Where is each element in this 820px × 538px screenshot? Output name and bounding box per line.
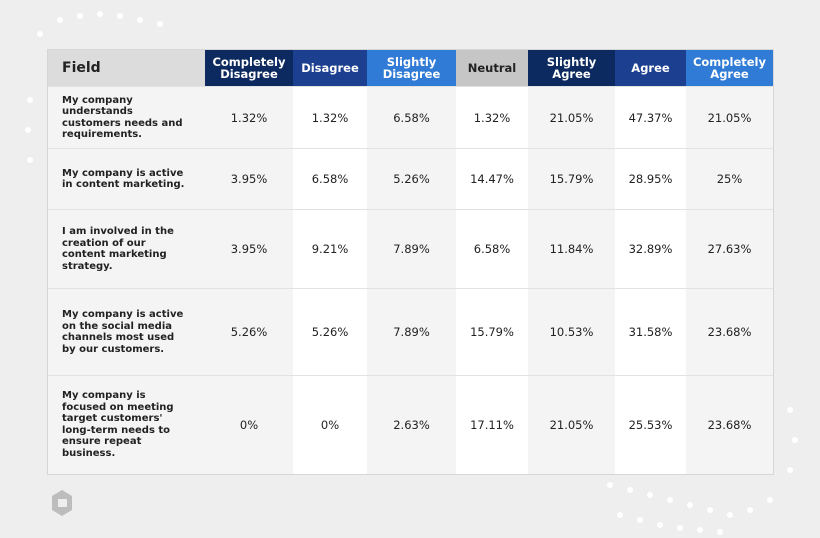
value-cell: 7.89% <box>367 209 456 289</box>
table-row: My company is active in content marketin… <box>48 148 773 210</box>
value-cell: 11.84% <box>528 209 615 289</box>
value-cell: 0% <box>205 375 293 474</box>
value-cell: 21.05% <box>528 86 615 149</box>
value-cell: 1.32% <box>456 86 528 149</box>
column-header: Agree <box>615 50 686 87</box>
value-cell: 21.05% <box>686 86 773 149</box>
field-cell: My company is active in content marketin… <box>48 148 205 210</box>
value-cell: 25% <box>686 148 773 210</box>
value-cell: 3.95% <box>205 148 293 210</box>
value-cell: 14.47% <box>456 148 528 210</box>
table-row: I am involved in the creation of our con… <box>48 209 773 289</box>
value-cell: 27.63% <box>686 209 773 289</box>
value-cell: 47.37% <box>615 86 686 149</box>
value-cell: 21.05% <box>528 375 615 474</box>
value-cell: 9.21% <box>293 209 367 289</box>
value-cell: 7.89% <box>367 288 456 376</box>
value-cell: 2.63% <box>367 375 456 474</box>
value-cell: 1.32% <box>293 86 367 149</box>
value-cell: 10.53% <box>528 288 615 376</box>
value-cell: 15.79% <box>456 288 528 376</box>
table-body: My company understands customers needs a… <box>48 86 773 474</box>
column-header: Disagree <box>293 50 367 87</box>
value-cell: 32.89% <box>615 209 686 289</box>
value-cell: 23.68% <box>686 375 773 474</box>
table-container: Field Completely Disagree Disagree Slightly… <box>47 49 774 475</box>
table-row: My company understands customers needs a… <box>48 86 773 149</box>
value-cell: 3.95% <box>205 209 293 289</box>
column-header: Field <box>48 50 205 87</box>
value-cell: 0% <box>293 375 367 474</box>
value-cell: 5.26% <box>367 148 456 210</box>
value-cell: 6.58% <box>367 86 456 149</box>
field-cell: My company is focused on meeting target … <box>48 375 205 474</box>
column-header: Completely Disagree <box>205 50 293 87</box>
dot-pattern <box>25 11 798 535</box>
value-cell: 1.32% <box>205 86 293 149</box>
field-cell: I am involved in the creation of our con… <box>48 209 205 289</box>
column-header: Slightly Disagree <box>367 50 456 87</box>
table-row: My company is active on the social media… <box>48 288 773 376</box>
value-cell: 23.68% <box>686 288 773 376</box>
header-row: Field Completely Disagree Disagree Slightly… <box>48 50 773 87</box>
table-row: My company is focused on meeting target … <box>48 375 773 474</box>
value-cell: 6.58% <box>456 209 528 289</box>
value-cell: 25.53% <box>615 375 686 474</box>
column-header: Neutral <box>456 50 528 87</box>
value-cell: 5.26% <box>205 288 293 376</box>
value-cell: 31.58% <box>615 288 686 376</box>
field-cell: My company is active on the social media… <box>48 288 205 376</box>
value-cell: 15.79% <box>528 148 615 210</box>
field-cell: My company understands customers needs a… <box>48 86 205 149</box>
value-cell: 5.26% <box>293 288 367 376</box>
value-cell: 17.11% <box>456 375 528 474</box>
column-header: Slightly Agree <box>528 50 615 87</box>
value-cell: 28.95% <box>615 148 686 210</box>
value-cell: 6.58% <box>293 148 367 210</box>
table: Field Completely Disagree Disagree Slightly… <box>48 50 773 474</box>
logo <box>52 490 72 516</box>
column-header: Completely Agree <box>686 50 773 87</box>
